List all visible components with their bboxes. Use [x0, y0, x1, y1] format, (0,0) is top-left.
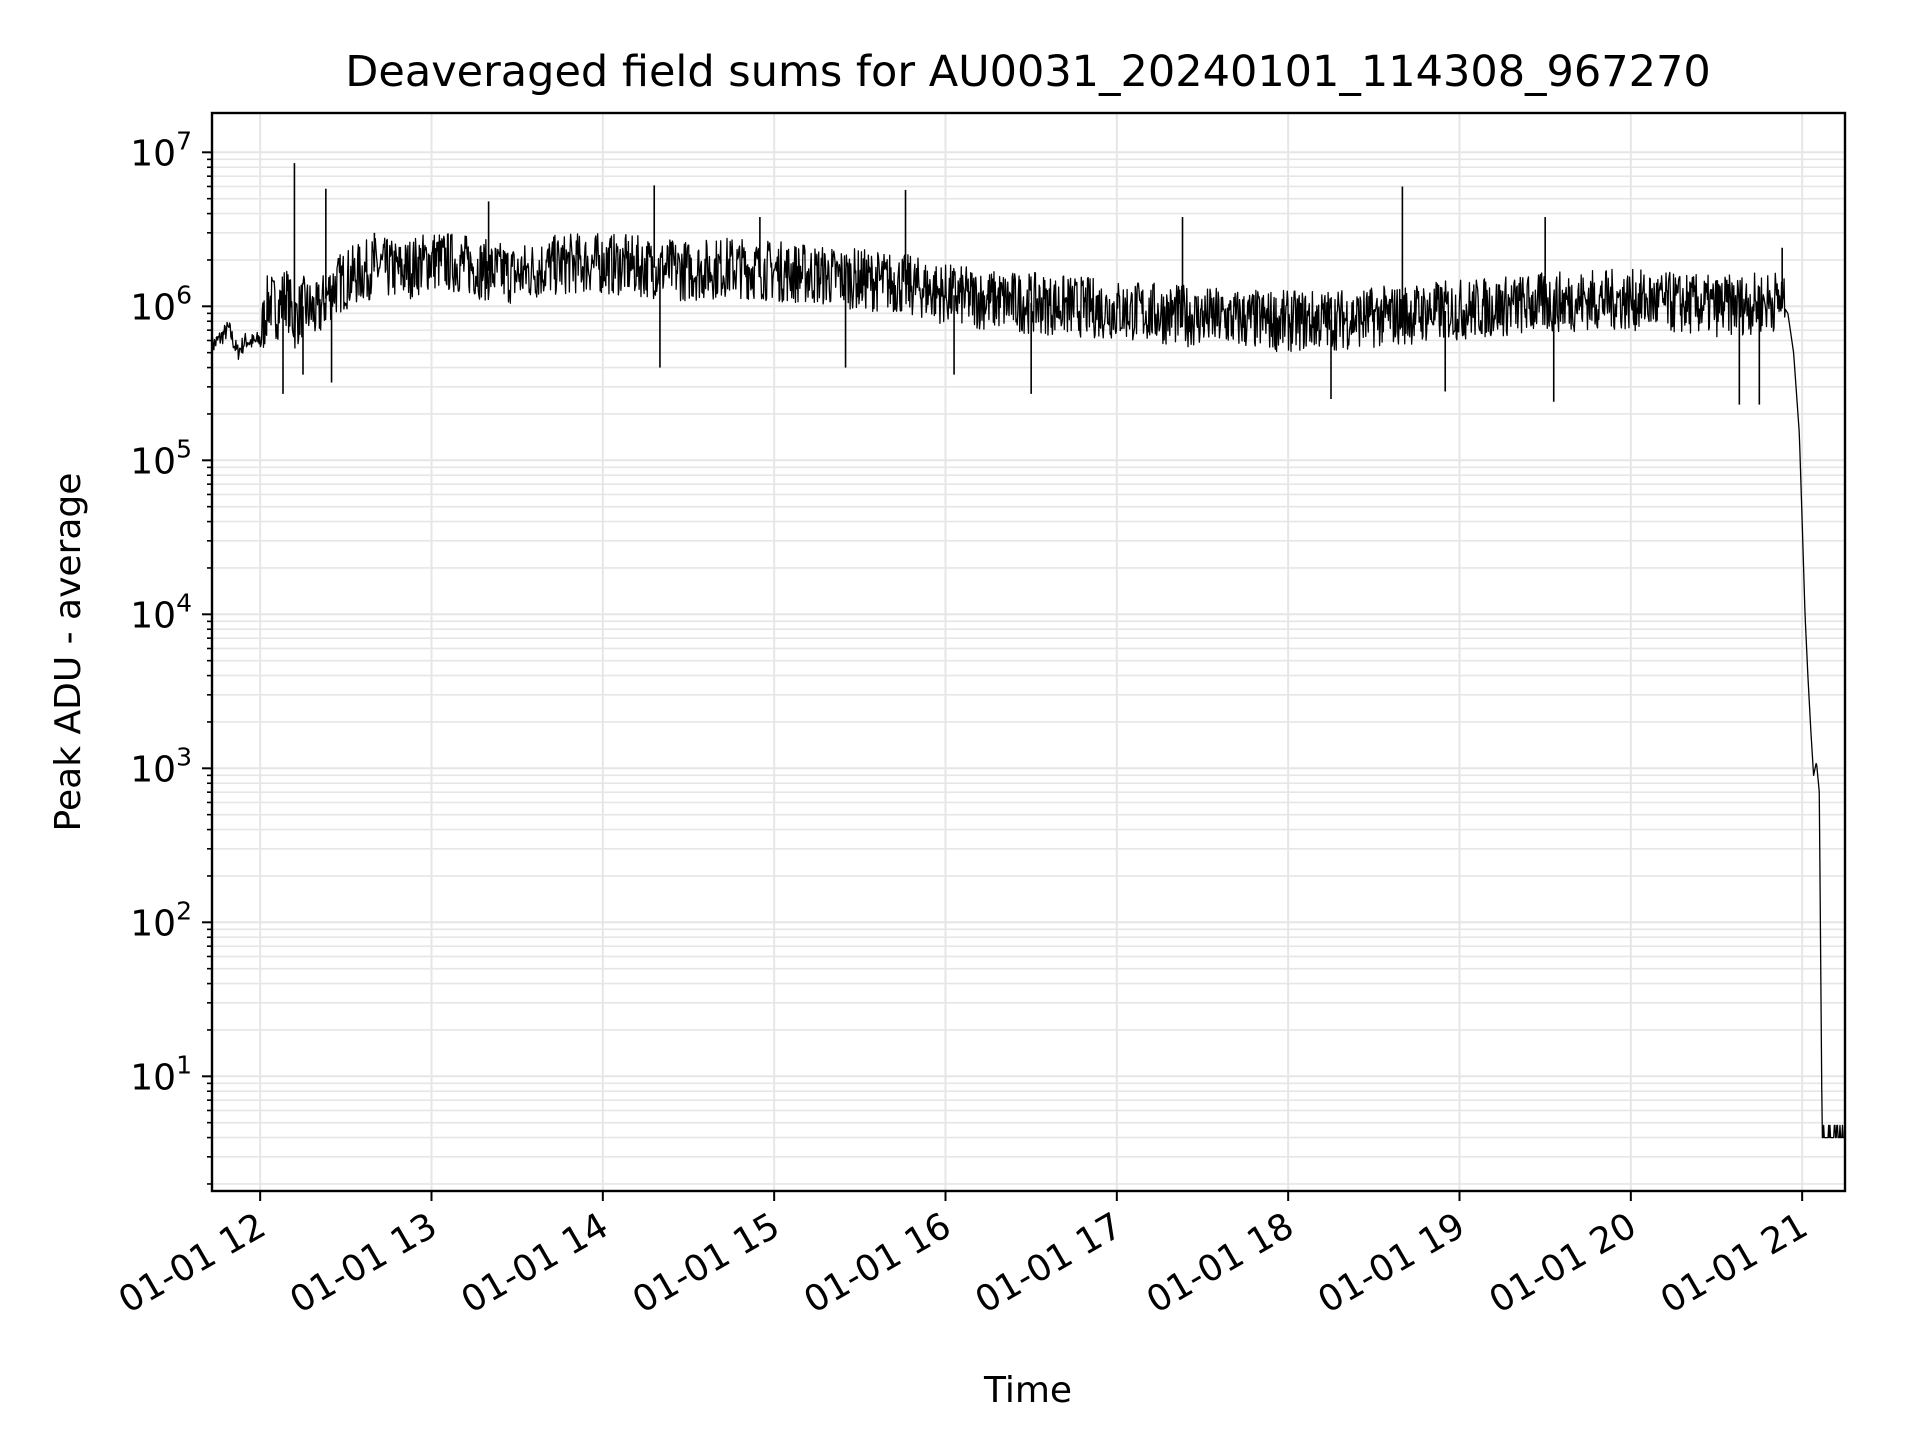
y-tick-label: 106: [130, 280, 192, 328]
plot-frame: [210, 111, 1847, 1193]
y-tick-label: 107: [130, 126, 192, 174]
y-axis-label: Peak ADU - average: [48, 473, 89, 832]
chart-title: Deaveraged field sums for AU0031_2024010…: [345, 47, 1710, 97]
data-layer: [211, 163, 1846, 1139]
series-line: [211, 233, 1846, 1139]
y-tick-label: 105: [130, 434, 192, 482]
y-tick-label: 102: [130, 896, 192, 944]
x-axis-label: Time: [983, 1370, 1072, 1411]
y-tick-label: 103: [130, 742, 192, 790]
grid: [212, 113, 1845, 1191]
y-tick-label: 101: [130, 1050, 192, 1098]
y-axis-ticks: 101 102 103 104 105 106 107: [130, 126, 212, 1185]
y-tick-label: 104: [130, 588, 192, 636]
